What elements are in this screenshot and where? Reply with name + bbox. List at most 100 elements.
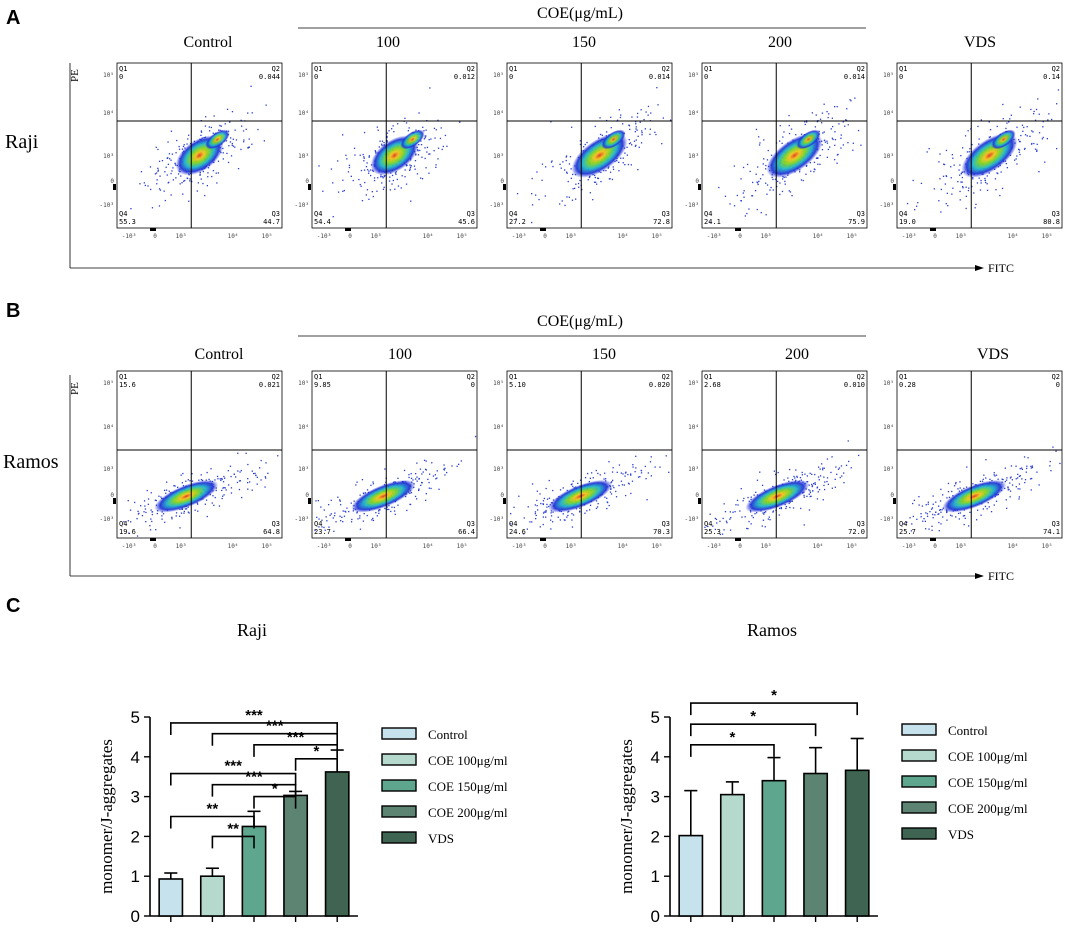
scatter-dot bbox=[550, 512, 552, 514]
scatter-dot bbox=[353, 500, 355, 502]
scatter-dot bbox=[438, 488, 440, 490]
scatter-dot bbox=[396, 178, 398, 181]
scatter-dot bbox=[200, 474, 202, 476]
axis-marker bbox=[150, 538, 156, 541]
scatter-dot bbox=[969, 148, 971, 150]
significance-bracket bbox=[211, 835, 255, 849]
quadrant-name: Q1 bbox=[704, 65, 712, 73]
y-tick-label: 10³ bbox=[883, 466, 894, 473]
scatter-dot bbox=[634, 471, 636, 473]
quadrant-name: Q2 bbox=[662, 65, 670, 73]
scatter-dot bbox=[1059, 462, 1061, 465]
scatter-dot bbox=[579, 507, 581, 509]
scatter-dot bbox=[372, 483, 374, 485]
scatter-dot bbox=[818, 466, 820, 468]
scatter-dot bbox=[545, 511, 547, 513]
x-tick-label: 0 bbox=[738, 233, 742, 240]
scatter-dot bbox=[335, 521, 337, 523]
scatter-dot bbox=[570, 484, 572, 486]
scatter-dot bbox=[668, 471, 670, 473]
scatter-dot bbox=[640, 142, 643, 144]
scatter-dot bbox=[130, 208, 132, 210]
scatter-dot bbox=[858, 454, 860, 457]
scatter-dot bbox=[237, 452, 239, 454]
y-tick-label: 10⁴ bbox=[493, 424, 504, 431]
scatter-dot bbox=[217, 478, 219, 480]
scatter-dot bbox=[408, 127, 410, 129]
scatter-dot bbox=[749, 170, 751, 173]
scatter-dot bbox=[141, 515, 144, 517]
scatter-dot bbox=[1033, 142, 1035, 145]
scatter-dot bbox=[181, 182, 183, 184]
scatter-dot bbox=[322, 190, 324, 192]
scatter-dot bbox=[747, 528, 749, 530]
scatter-dot bbox=[222, 158, 224, 160]
scatter-dot bbox=[960, 181, 962, 183]
scatter-dot bbox=[314, 529, 316, 532]
scatter-dot bbox=[1026, 465, 1028, 467]
scatter-dot bbox=[751, 195, 753, 197]
scatter-dot bbox=[435, 164, 437, 166]
x-tick-label: 10⁵ bbox=[847, 233, 858, 240]
scatter-dot bbox=[976, 519, 978, 521]
scatter-dot bbox=[1010, 465, 1013, 467]
scatter-dot bbox=[806, 475, 808, 477]
scatter-dot bbox=[756, 479, 759, 481]
scatter-dot bbox=[837, 153, 839, 156]
scatter-dot bbox=[458, 463, 460, 465]
scatter-dot bbox=[788, 502, 790, 505]
scatter-dot bbox=[804, 121, 806, 123]
scatter-dot bbox=[572, 188, 574, 190]
scatter-dot bbox=[726, 522, 728, 524]
scatter-dot bbox=[973, 192, 975, 194]
scatter-dot bbox=[579, 140, 582, 142]
scatter-dot bbox=[860, 144, 862, 146]
scatter-dot bbox=[748, 208, 750, 210]
scatter-dot bbox=[348, 164, 351, 166]
scatter-dot bbox=[635, 455, 637, 457]
scatter-dot bbox=[589, 504, 592, 506]
scatter-dot bbox=[325, 516, 327, 518]
scatter-dot bbox=[985, 181, 987, 184]
scatter-dot bbox=[808, 509, 811, 511]
x-tick-label: 10⁵ bbox=[262, 543, 273, 550]
scatter-dot bbox=[222, 487, 224, 489]
scatter-dot bbox=[323, 509, 325, 511]
scatter-dot bbox=[247, 482, 249, 484]
scatter-dot bbox=[963, 487, 965, 490]
scatter-dot bbox=[811, 483, 813, 486]
scatter-dot bbox=[996, 172, 998, 174]
scatter-dot bbox=[654, 131, 656, 133]
flow-plot-3: Q15.10Q20.020Q370.3Q424.610⁵10⁴10³0-10³-… bbox=[490, 370, 673, 550]
scatter-dot bbox=[365, 166, 368, 168]
scatter-dot bbox=[570, 168, 572, 170]
scatter-dot bbox=[370, 169, 372, 171]
scatter-dot bbox=[577, 182, 580, 185]
scatter-dot bbox=[801, 474, 803, 476]
scatter-dot bbox=[623, 484, 625, 486]
scatter-dot bbox=[134, 501, 136, 504]
scatter-dot bbox=[169, 158, 171, 160]
scatter-dot bbox=[926, 515, 929, 517]
scatter-dot bbox=[1019, 488, 1021, 490]
density-core bbox=[400, 129, 425, 150]
scatter-dot bbox=[359, 528, 362, 530]
scatter-dot bbox=[183, 510, 185, 513]
x-tick-label: -10³ bbox=[122, 543, 136, 550]
scatter-dot bbox=[746, 527, 748, 530]
scatter-dot bbox=[362, 520, 364, 522]
scatter-dot bbox=[188, 512, 190, 514]
scatter-dot bbox=[918, 504, 920, 506]
column-label: 100 bbox=[376, 34, 400, 51]
legend-swatch-2 bbox=[901, 749, 937, 762]
scatter-dot bbox=[208, 478, 210, 480]
scatter-dot bbox=[421, 178, 424, 180]
scatter-dot bbox=[374, 150, 376, 152]
scatter-dot bbox=[845, 464, 848, 466]
scatter-dot bbox=[363, 156, 365, 158]
scatter-dot bbox=[814, 483, 816, 485]
scatter-dot bbox=[587, 179, 589, 181]
scatter-dot bbox=[317, 500, 319, 502]
scatter-dot bbox=[758, 144, 761, 146]
cell-cloud bbox=[709, 97, 862, 224]
